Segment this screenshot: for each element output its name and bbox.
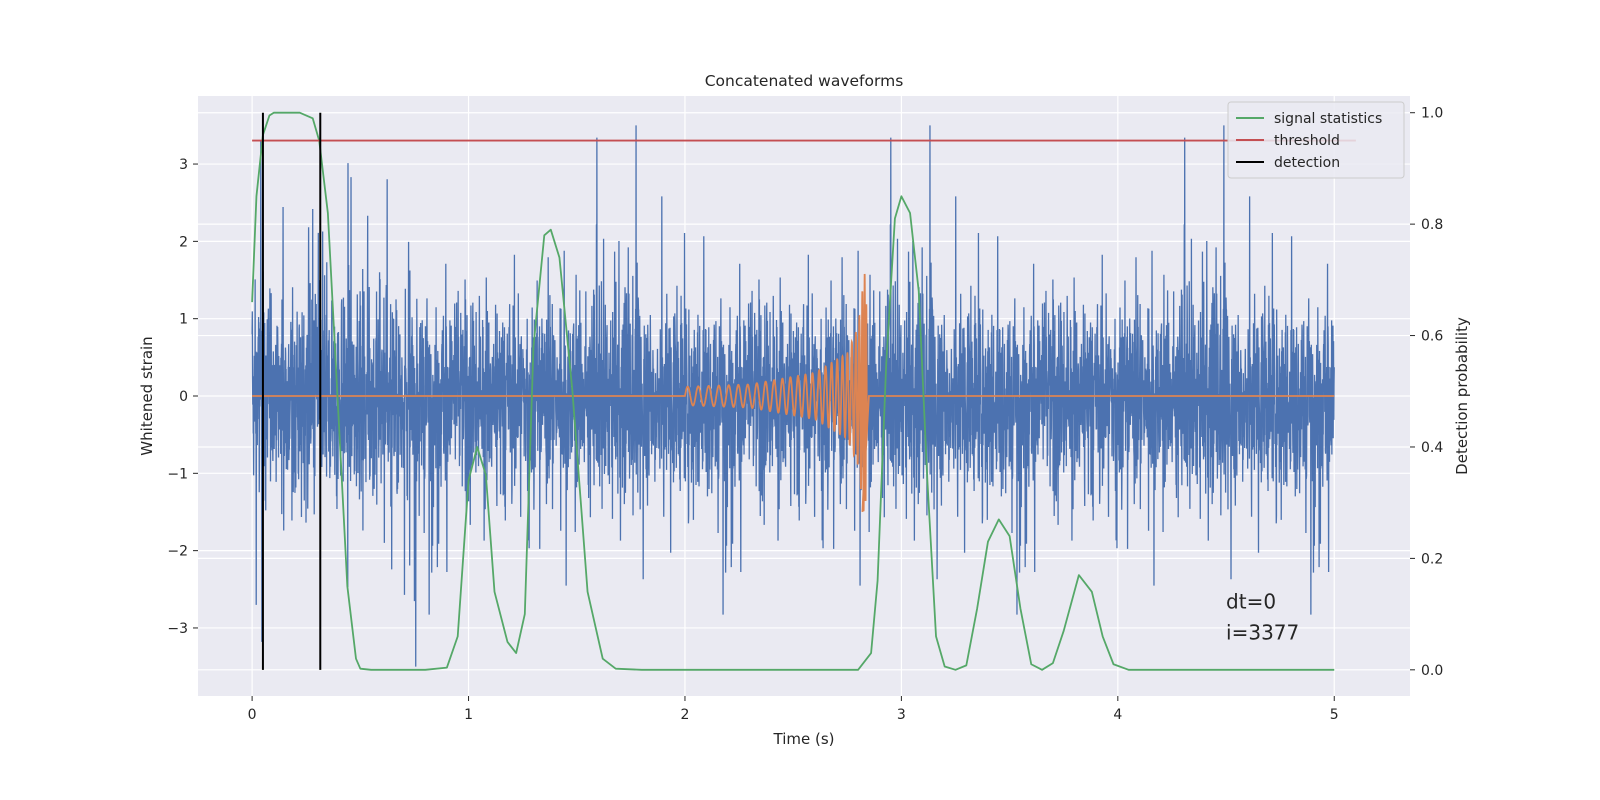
x-tick-label: 1 (464, 707, 473, 723)
annotation-dt: dt=0 (1226, 590, 1276, 614)
x-tick-label: 2 (681, 707, 690, 723)
signal-statistics-line (251, 111, 1335, 671)
noise-series-line (251, 125, 1335, 667)
y-tick-label: −1 (167, 466, 188, 482)
y-tick-label: 3 (179, 157, 188, 173)
y2-axis-label: Detection probability (1453, 317, 1471, 475)
x-tick-label: 3 (897, 707, 906, 723)
annotation-i: i=3377 (1226, 621, 1299, 645)
y2-tick-label: 0.4 (1421, 440, 1443, 456)
legend-label: detection (1274, 155, 1340, 171)
chart-title: Concatenated waveforms (705, 72, 904, 90)
y-tick-label: 2 (179, 234, 188, 250)
waveform-series-line (252, 273, 1335, 513)
axes-ticks: 0 1 2 3 4 5 −3 −2 −1 0 1 2 3 0.0 0.2 0.4 0.6 0.8 1.0 (167, 106, 1443, 723)
legend: signal statistics threshold detection (1227, 101, 1405, 179)
annotations: dt=0 i=3377 (1226, 590, 1299, 645)
y2-tick-label: 0.2 (1421, 551, 1443, 567)
legend-box (1227, 101, 1405, 179)
y-tick-label: −2 (167, 544, 188, 560)
x-tick-label: 0 (248, 707, 257, 723)
y2-tick-label: 0.0 (1421, 663, 1443, 679)
y-tick-label: 0 (179, 389, 188, 405)
y-axis-label: Whitened strain (138, 336, 156, 455)
y2-tick-label: 0.6 (1421, 329, 1443, 345)
y-tick-label: −3 (167, 621, 188, 637)
plot-content (251, 111, 1356, 671)
x-tick-label: 4 (1113, 707, 1122, 723)
x-axis-label: Time (s) (773, 730, 835, 748)
y2-tick-label: 1.0 (1421, 106, 1443, 122)
y2-tick-label: 0.8 (1421, 217, 1443, 233)
legend-label: threshold (1274, 133, 1340, 149)
legend-label: signal statistics (1274, 111, 1382, 127)
x-tick-label: 5 (1330, 707, 1339, 723)
y-tick-label: 1 (179, 312, 188, 328)
